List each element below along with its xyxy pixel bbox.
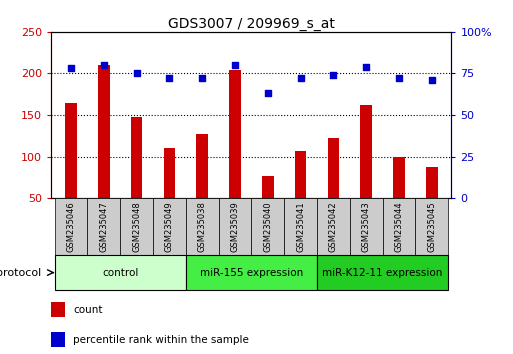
- Bar: [295, 151, 306, 240]
- Text: GSM235049: GSM235049: [165, 201, 174, 252]
- Bar: [317, 198, 350, 255]
- Text: GSM235047: GSM235047: [100, 201, 108, 252]
- Bar: [54, 255, 186, 290]
- Text: miR-K12-11 expression: miR-K12-11 expression: [322, 268, 443, 278]
- Point: [100, 62, 108, 68]
- Point: [329, 72, 338, 78]
- Text: GSM235040: GSM235040: [263, 201, 272, 252]
- Point: [198, 76, 206, 81]
- Point: [297, 76, 305, 81]
- Bar: [65, 103, 77, 240]
- Point: [132, 71, 141, 76]
- Bar: [219, 198, 251, 255]
- Text: protocol: protocol: [0, 268, 41, 278]
- Text: GSM235044: GSM235044: [394, 201, 403, 252]
- Bar: [361, 105, 372, 240]
- Bar: [317, 255, 448, 290]
- Bar: [98, 65, 109, 240]
- Bar: [131, 117, 142, 240]
- Bar: [350, 198, 383, 255]
- Bar: [426, 167, 438, 240]
- Bar: [186, 198, 219, 255]
- Bar: [284, 198, 317, 255]
- Text: GSM235043: GSM235043: [362, 201, 371, 252]
- Text: percentile rank within the sample: percentile rank within the sample: [73, 335, 249, 345]
- Title: GDS3007 / 209969_s_at: GDS3007 / 209969_s_at: [168, 17, 335, 31]
- Point: [165, 76, 173, 81]
- Bar: [164, 148, 175, 240]
- Text: GSM235041: GSM235041: [296, 201, 305, 252]
- Text: GSM235038: GSM235038: [198, 201, 207, 252]
- Bar: [54, 198, 87, 255]
- Bar: [262, 176, 273, 240]
- Bar: [196, 134, 208, 240]
- Text: GSM235039: GSM235039: [230, 201, 240, 252]
- Text: control: control: [102, 268, 139, 278]
- Bar: [416, 198, 448, 255]
- Text: miR-155 expression: miR-155 expression: [200, 268, 303, 278]
- Bar: [186, 255, 317, 290]
- Bar: [87, 198, 120, 255]
- Text: GSM235048: GSM235048: [132, 201, 141, 252]
- Text: GSM235046: GSM235046: [67, 201, 75, 252]
- Bar: [393, 156, 405, 240]
- Bar: [51, 332, 65, 348]
- Bar: [153, 198, 186, 255]
- Point: [67, 65, 75, 71]
- Bar: [383, 198, 416, 255]
- Text: count: count: [73, 305, 103, 315]
- Point: [231, 62, 239, 68]
- Point: [264, 91, 272, 96]
- Bar: [120, 198, 153, 255]
- Bar: [328, 137, 339, 240]
- Point: [362, 64, 370, 70]
- Text: GSM235042: GSM235042: [329, 201, 338, 252]
- Point: [395, 76, 403, 81]
- Bar: [229, 70, 241, 240]
- Point: [428, 77, 436, 83]
- Bar: [51, 302, 65, 317]
- Bar: [251, 198, 284, 255]
- Text: GSM235045: GSM235045: [427, 201, 436, 252]
